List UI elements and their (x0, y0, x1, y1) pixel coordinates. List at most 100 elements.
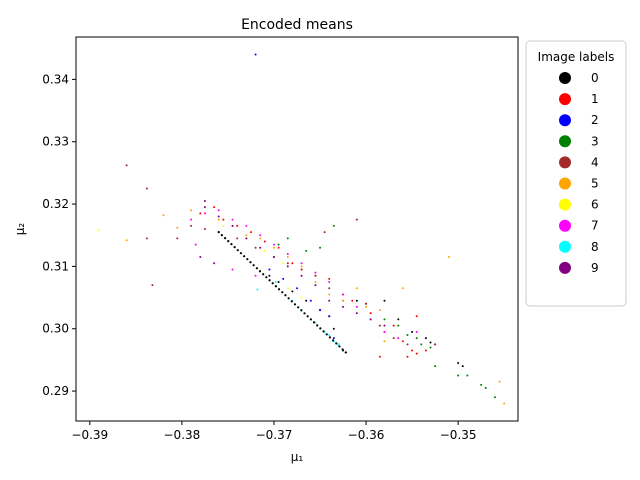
data-point (194, 243, 197, 246)
data-point (256, 288, 259, 291)
data-point (328, 299, 331, 302)
data-point (351, 299, 354, 302)
legend-title: Image labels (538, 50, 615, 64)
data-point (286, 237, 289, 240)
data-point (268, 274, 271, 277)
series-9 (199, 199, 386, 327)
data-point (231, 218, 234, 221)
data-point (342, 293, 345, 296)
legend: Image labels 0 1 2 3 4 5 6 7 8 9 (525, 40, 627, 307)
data-point (503, 402, 506, 405)
x-tick-label: −0.39 (71, 428, 108, 442)
data-point (316, 324, 319, 327)
data-point (268, 268, 271, 271)
data-point (230, 243, 233, 246)
data-point (151, 284, 154, 287)
dense-point-band (217, 231, 347, 354)
data-point (286, 265, 289, 268)
data-point (303, 312, 306, 315)
data-point (203, 228, 206, 230)
data-point (355, 299, 358, 302)
y-tick-label: 0.32 (42, 197, 69, 211)
data-point (281, 291, 284, 294)
data-point (293, 303, 297, 306)
data-point (447, 256, 450, 259)
legend-label: 4 (591, 155, 599, 169)
data-point (231, 268, 234, 271)
data-point (420, 343, 423, 346)
data-point (263, 249, 266, 252)
x-tick-label: −0.36 (348, 428, 385, 442)
legend-frame (525, 40, 627, 307)
data-point (246, 258, 249, 261)
data-point (415, 337, 418, 340)
data-point (145, 187, 148, 190)
data-point (291, 290, 294, 293)
data-point (397, 337, 400, 340)
data-point (300, 265, 303, 268)
data-point (259, 237, 262, 240)
data-point (378, 324, 381, 327)
data-point (309, 299, 312, 302)
data-point (255, 267, 258, 270)
y-tick-label: 0.30 (42, 322, 69, 336)
data-point (323, 231, 326, 234)
data-point (397, 318, 400, 321)
legend-label: 1 (591, 92, 599, 106)
data-point (274, 280, 277, 283)
data-point (222, 218, 225, 221)
y-tick-label: 0.29 (42, 384, 69, 398)
data-point (328, 315, 331, 318)
data-point (401, 340, 404, 343)
data-point (217, 231, 220, 234)
series-7 (190, 209, 418, 340)
data-point (125, 239, 128, 242)
data-point (190, 209, 193, 212)
x-axis: −0.39 −0.38 −0.37 −0.36 −0.35 (71, 421, 477, 442)
data-point (406, 355, 409, 358)
data-point (223, 237, 227, 240)
data-point (290, 300, 293, 303)
legend-marker-0 (559, 72, 571, 84)
y-tick-label: 0.34 (42, 72, 69, 86)
data-point (365, 305, 368, 308)
x-tick-label: −0.38 (164, 428, 201, 442)
data-point (286, 256, 289, 259)
legend-label: 0 (591, 71, 599, 85)
data-point (328, 280, 331, 283)
data-point (259, 246, 262, 249)
data-point (239, 252, 243, 255)
series-3 (277, 224, 496, 399)
data-point (342, 299, 345, 302)
data-point (337, 343, 340, 346)
data-point (369, 318, 372, 321)
data-point (291, 262, 294, 265)
legend-marker-9 (559, 261, 571, 274)
data-point (300, 309, 303, 312)
data-point (383, 330, 386, 333)
data-point (365, 302, 368, 305)
legend-marker-3 (559, 135, 571, 148)
data-point (429, 346, 432, 349)
data-point (484, 386, 487, 389)
data-point (306, 315, 309, 318)
x-axis-label: μ₁ (291, 450, 304, 464)
legend-label: 8 (591, 240, 599, 254)
data-point (415, 315, 418, 318)
data-point (245, 237, 248, 240)
data-point (331, 339, 335, 342)
legend-marker-5 (559, 177, 571, 190)
data-point (355, 287, 358, 290)
data-point (342, 305, 345, 308)
data-point (383, 324, 386, 327)
data-point (233, 246, 236, 249)
data-point (271, 282, 274, 285)
y-tick-label: 0.33 (42, 135, 69, 149)
data-point (227, 240, 230, 243)
data-point (314, 280, 317, 283)
data-point (272, 246, 275, 249)
data-point (176, 226, 179, 229)
data-point (383, 299, 386, 302)
data-point (429, 341, 432, 344)
data-point (406, 333, 409, 336)
